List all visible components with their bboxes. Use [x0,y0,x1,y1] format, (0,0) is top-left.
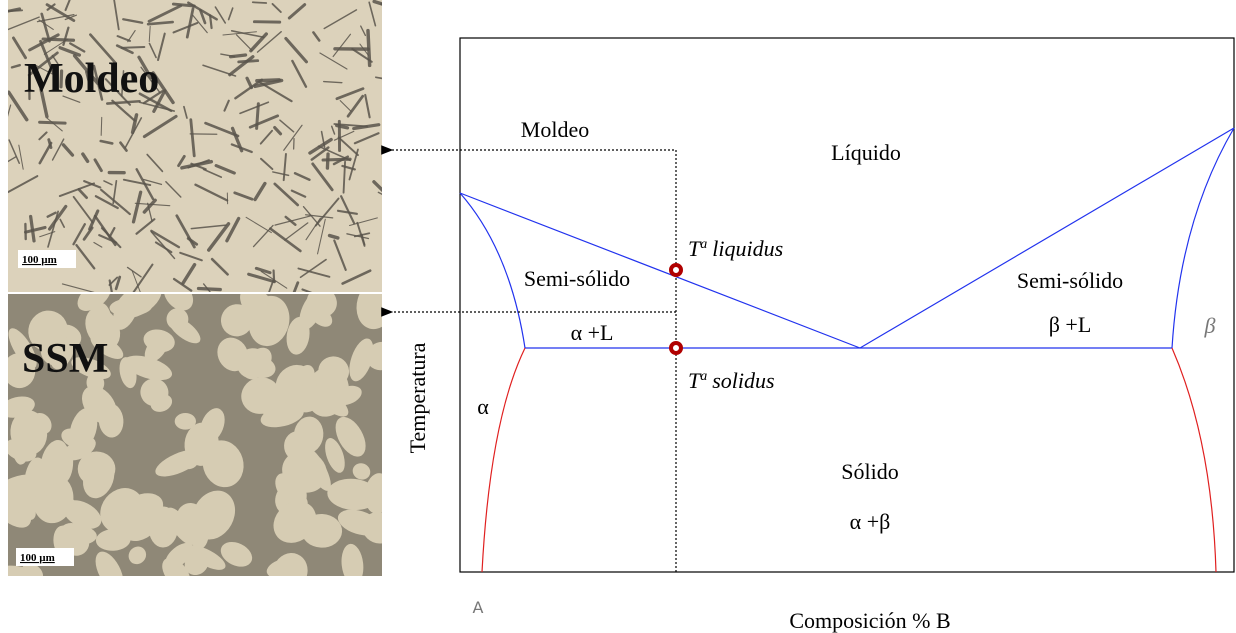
texture [368,31,370,66]
liquidus-point [671,265,681,275]
texture [274,270,275,281]
figure: Moldeo SSM 100 µm 100 µm Moldeo Líquido … [0,0,1236,633]
x-axis-label: Composición % B [789,608,950,633]
line-label: Moldeo [521,117,589,142]
name: solidus [712,368,774,393]
texture [378,192,403,205]
texture [381,4,396,5]
region-label: α [477,394,489,419]
y-axis-label: Temperatura [405,342,430,453]
superscript: a [700,237,707,252]
texture [253,2,266,3]
texture [337,126,348,128]
corner-label: A [473,598,484,617]
superscript: a [700,369,707,384]
texture [78,451,116,486]
solidus-point [671,343,681,353]
scale-bar: 100 µm [22,254,57,266]
micrograph-ssm [0,274,401,595]
solidus-label: Tasolidus [688,368,775,393]
micrograph-label: Moldeo [24,56,159,102]
beta-boundary [1172,128,1234,348]
liquidus-label: Taliquidus [688,236,783,261]
region-label: Semi-sólido [524,266,630,291]
texture [122,47,145,48]
texture [175,413,196,430]
texture [257,104,259,129]
texture [166,308,188,330]
texture [199,288,221,289]
texture [327,154,328,168]
region-label: β +L [1049,312,1092,337]
region-label: Líquido [831,140,901,165]
micrograph-label: SSM [22,336,108,382]
texture [239,61,258,62]
region-label: α +L [571,320,614,345]
beta-solvus [1172,348,1216,572]
name: liquidus [712,236,783,261]
texture [40,122,65,123]
region-label: β [1204,313,1216,338]
texture [101,117,102,135]
texture [330,236,338,238]
scale-bar: 100 µm [20,552,55,564]
region-label: Sólido [841,459,898,484]
alpha-solvus [482,348,525,572]
guide-lines [392,150,676,572]
region-label: Semi-sólido [1017,268,1123,293]
texture [173,4,194,6]
alpha-boundary [460,193,525,348]
region-label: α +β [850,509,891,534]
